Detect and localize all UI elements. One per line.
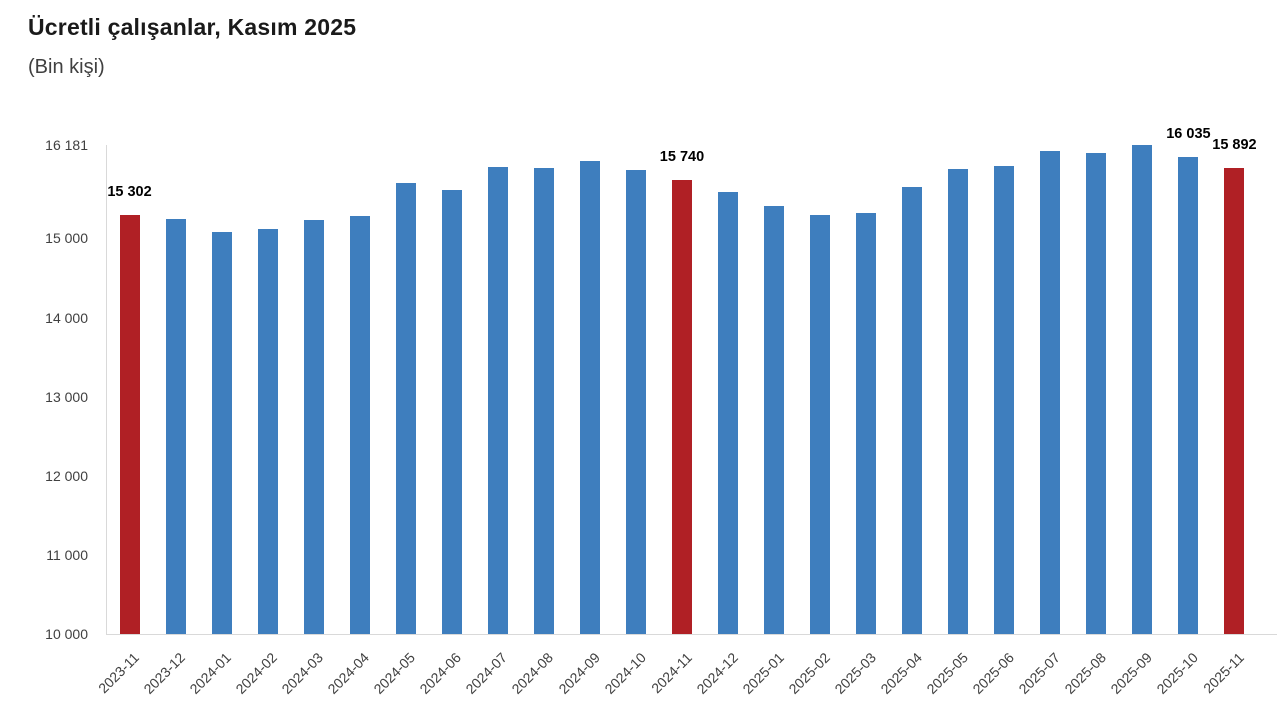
bar-2025-06 [994,165,1015,634]
x-tick-label: 2025-07 [1015,649,1063,697]
x-tick-label: 2025-01 [739,649,787,697]
data-label-2025-11: 15 892 [1212,136,1257,153]
y-tick-label: 15 000 [45,230,88,247]
bar-2025-07 [1040,150,1061,634]
bar-2025-11 [1224,167,1245,634]
x-tick-label: 2024-09 [554,649,603,697]
y-tick-label: 10 000 [45,626,88,642]
bar-2024-12 [718,191,739,634]
data-label-2023-11: 15 302 [107,183,152,200]
bar-2025-08 [1086,152,1107,634]
y-tick-label: 14 000 [45,309,88,326]
x-tick-label: 2025-09 [1107,649,1156,697]
x-tick-label: 2024-10 [600,649,649,697]
x-tick-label: 2024-05 [370,649,419,697]
bar-2025-09 [1132,145,1153,634]
bar-2025-03 [856,213,877,634]
x-tick-label: 2025-05 [923,649,971,697]
x-tick-label: 2024-04 [324,649,373,697]
x-tick-label: 2024-12 [693,649,741,697]
x-tick-label: 2024-11 [647,649,695,697]
x-axis-line [106,634,1277,635]
data-label-2024-11: 15 740 [659,148,705,165]
bar-2025-05 [948,168,969,634]
bar-2024-10 [625,170,646,634]
bar-2024-01 [211,231,232,634]
x-tick-label: 2023-12 [140,649,189,697]
x-tick-label: 2024-01 [186,649,235,697]
y-tick-label: 12 000 [45,467,88,484]
x-tick-label: 2025-06 [969,649,1017,697]
x-tick-label: 2023-11 [95,649,143,697]
x-tick-label: 2024-03 [278,649,327,697]
bar-2025-01 [764,205,785,634]
bar-2024-02 [257,228,278,634]
x-tick-label: 2025-03 [831,649,879,697]
bar-2023-12 [165,219,186,634]
x-tick-label: 2025-02 [785,649,833,697]
bar-2024-06 [441,189,462,634]
bar-2024-04 [349,215,370,634]
x-tick-label: 2024-07 [462,649,511,697]
y-tick-label: 16 181 [45,137,88,153]
bar-2024-08 [533,167,554,634]
bar-2024-07 [487,167,508,634]
x-tick-label: 2025-11 [1200,649,1248,697]
data-label-2025-10: 16 035 [1166,125,1211,142]
y-tick-label: 13 000 [45,388,88,405]
chart-title: Ücretli çalışanlar, Kasım 2025 [28,14,357,40]
bar-2025-04 [902,187,923,634]
x-tick-label: 2024-06 [416,649,465,697]
x-tick-label: 2025-10 [1153,649,1202,697]
x-tick-label: 2025-08 [1061,649,1110,697]
y-tick-label: 11 000 [46,546,88,563]
x-tick-label: 2025-04 [877,649,925,697]
bar-2024-09 [579,160,600,634]
bar-2024-05 [395,183,416,634]
y-axis-line [106,145,107,634]
x-tick-label: 2024-02 [232,649,281,697]
chart-subtitle: (Bin kişi) [28,56,105,78]
bar-2025-10 [1178,156,1199,634]
x-tick-label: 2024-08 [508,649,557,697]
bar-2023-11 [119,214,140,634]
bar-2024-11 [671,179,692,634]
bar-2025-02 [810,215,831,634]
bar-2024-03 [303,220,324,634]
